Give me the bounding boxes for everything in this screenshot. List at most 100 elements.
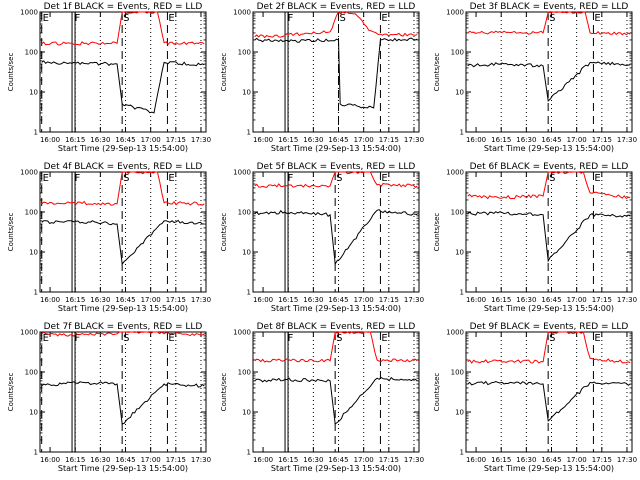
chart-3-frame: [465, 11, 633, 133]
chart-8-series-black: [254, 376, 418, 425]
chart-5-frame: [252, 171, 420, 293]
chart-7-ytick-label: 1000: [20, 329, 38, 337]
chart-7-title: Det 7f BLACK = Events, RED = LLD: [44, 322, 203, 332]
chart-3-xtick-label: 17:30: [617, 136, 637, 144]
chart-3-ytick-label: 1000: [446, 9, 464, 17]
chart-4-xtick-label: 17:00: [141, 296, 161, 304]
chart-3-ytick-label: 10: [455, 89, 464, 97]
chart-5: Det 5f BLACK = Events, RED = LLD 1 10 100 10…: [220, 162, 424, 313]
chart-1-frame: [39, 11, 207, 133]
chart-9-xlabel: Start Time (29-Sep-13 15:54:00): [484, 464, 614, 473]
chart-3-xtick-label: 16:15: [491, 136, 511, 144]
chart-3-marker-label: E: [594, 13, 600, 24]
chart-5-xtick-label: 17:30: [404, 296, 424, 304]
chart-5-marker-label: F: [288, 173, 294, 184]
chart-7-ytick-label: 100: [25, 369, 38, 377]
chart-9-xtick-label: 17:30: [617, 456, 637, 464]
chart-5-xtick-label: 16:00: [253, 296, 273, 304]
chart-5-marker-label: E: [381, 173, 387, 184]
chart-1-marker-label: S: [123, 13, 129, 24]
chart-1-series-black: [41, 60, 205, 114]
chart-1-xtick-label: 16:15: [65, 136, 85, 144]
chart-5-xtick-label: 16:15: [278, 296, 298, 304]
chart-6-frame: [465, 171, 633, 293]
chart-4-xtick-label: 16:00: [40, 296, 60, 304]
chart-9-frame: [465, 331, 633, 453]
chart-3-series-black: [467, 61, 631, 102]
chart-5-title: Det 5f BLACK = Events, RED = LLD: [257, 162, 416, 172]
chart-1-ytick-label: 1000: [20, 9, 38, 17]
chart-8-frame: [252, 331, 420, 453]
chart-2-frame: [252, 11, 420, 133]
chart-9-ytick-label: 1000: [446, 329, 464, 337]
chart-8-ytick-label: 10: [242, 409, 251, 417]
chart-7-ytick-label: 1: [34, 449, 38, 457]
chart-3-xtick-label: 16:00: [466, 136, 486, 144]
chart-4-ytick-label: 10: [29, 249, 38, 257]
chart-8-ylabel: Counts/sec: [220, 373, 228, 412]
chart-5-ytick-label: 10: [242, 249, 251, 257]
chart-9-ytick-label: 1: [460, 449, 464, 457]
chart-4-xlabel: Start Time (29-Sep-13 15:54:00): [58, 304, 188, 313]
chart-4-marker-label: S: [123, 173, 129, 184]
chart-5-ylabel: Counts/sec: [220, 213, 228, 252]
chart-2-xtick-label: 16:15: [278, 136, 298, 144]
chart-8-ytick-label: 1: [247, 449, 251, 457]
chart-8-xtick-label: 16:15: [278, 456, 298, 464]
chart-8-xtick-label: 17:30: [404, 456, 424, 464]
chart-4-series-red: [41, 171, 205, 206]
chart-8-xtick-label: 16:45: [328, 456, 348, 464]
chart-6-ytick-label: 100: [451, 209, 464, 217]
chart-6-xtick-label: 17:30: [617, 296, 637, 304]
chart-8: Det 8f BLACK = Events, RED = LLD 1 10 100 10…: [220, 322, 424, 473]
chart-6-xtick-label: 16:00: [466, 296, 486, 304]
chart-4-marker-label: E: [168, 173, 174, 184]
chart-8-marker-label: S: [336, 333, 342, 344]
chart-6-xtick-label: 17:00: [567, 296, 587, 304]
chart-8-series-red: [254, 331, 418, 363]
chart-9-ytick-label: 100: [451, 369, 464, 377]
chart-4-series-black: [41, 219, 205, 266]
chart-6-xtick-label: 16:15: [491, 296, 511, 304]
chart-4-xtick-label: 17:15: [166, 296, 186, 304]
chart-6-ytick-label: 1000: [446, 169, 464, 177]
chart-8-ytick-label: 100: [238, 369, 251, 377]
chart-6-marker-label: S: [549, 173, 555, 184]
chart-3-xlabel: Start Time (29-Sep-13 15:54:00): [484, 144, 614, 153]
chart-1: Det 1f BLACK = Events, RED = LLD 1 10 100 10…: [7, 2, 211, 153]
chart-6-ytick-label: 1: [460, 289, 464, 297]
chart-3: Det 3f BLACK = Events, RED = LLD 1 10 100 10…: [433, 2, 637, 153]
chart-7-marker-label: E: [168, 333, 174, 344]
chart-4-ylabel: Counts/sec: [7, 213, 15, 252]
chart-8-xtick-label: 17:00: [354, 456, 374, 464]
chart-1-xtick-label: 16:30: [90, 136, 110, 144]
chart-1-series-red: [41, 11, 205, 46]
chart-3-xtick-label: 16:30: [516, 136, 536, 144]
chart-3-series-red: [467, 11, 631, 36]
chart-2-series-red: [254, 11, 418, 39]
chart-7-xtick-label: 16:00: [40, 456, 60, 464]
chart-9-marker-label: S: [549, 333, 555, 344]
chart-1-xtick-label: 17:00: [141, 136, 161, 144]
chart-7-marker-label: E: [43, 333, 49, 344]
chart-1-xtick-label: 16:45: [115, 136, 135, 144]
chart-7-xlabel: Start Time (29-Sep-13 15:54:00): [58, 464, 188, 473]
chart-7-marker-label: F: [75, 333, 81, 344]
chart-9: Det 9f BLACK = Events, RED = LLD 1 10 100 10…: [433, 322, 637, 473]
chart-6-series-black: [467, 211, 631, 263]
chart-5-xtick-label: 16:30: [303, 296, 323, 304]
chart-2-xtick-label: 16:30: [303, 136, 323, 144]
chart-8-xlabel: Start Time (29-Sep-13 15:54:00): [271, 464, 401, 473]
chart-5-xtick-label: 17:15: [379, 296, 399, 304]
chart-8-ytick-label: 1000: [233, 329, 251, 337]
chart-7-ytick-label: 10: [29, 409, 38, 417]
chart-1-ylabel: Counts/sec: [7, 53, 15, 92]
chart-3-title: Det 3f BLACK = Events, RED = LLD: [470, 2, 629, 12]
chart-2-title: Det 2f BLACK = Events, RED = LLD: [257, 2, 416, 12]
chart-5-xlabel: Start Time (29-Sep-13 15:54:00): [271, 304, 401, 313]
chart-1-marker-label: E: [168, 13, 174, 24]
chart-2-xtick-label: 16:45: [328, 136, 348, 144]
chart-6-ytick-label: 10: [455, 249, 464, 257]
chart-7-series-black: [41, 381, 205, 425]
